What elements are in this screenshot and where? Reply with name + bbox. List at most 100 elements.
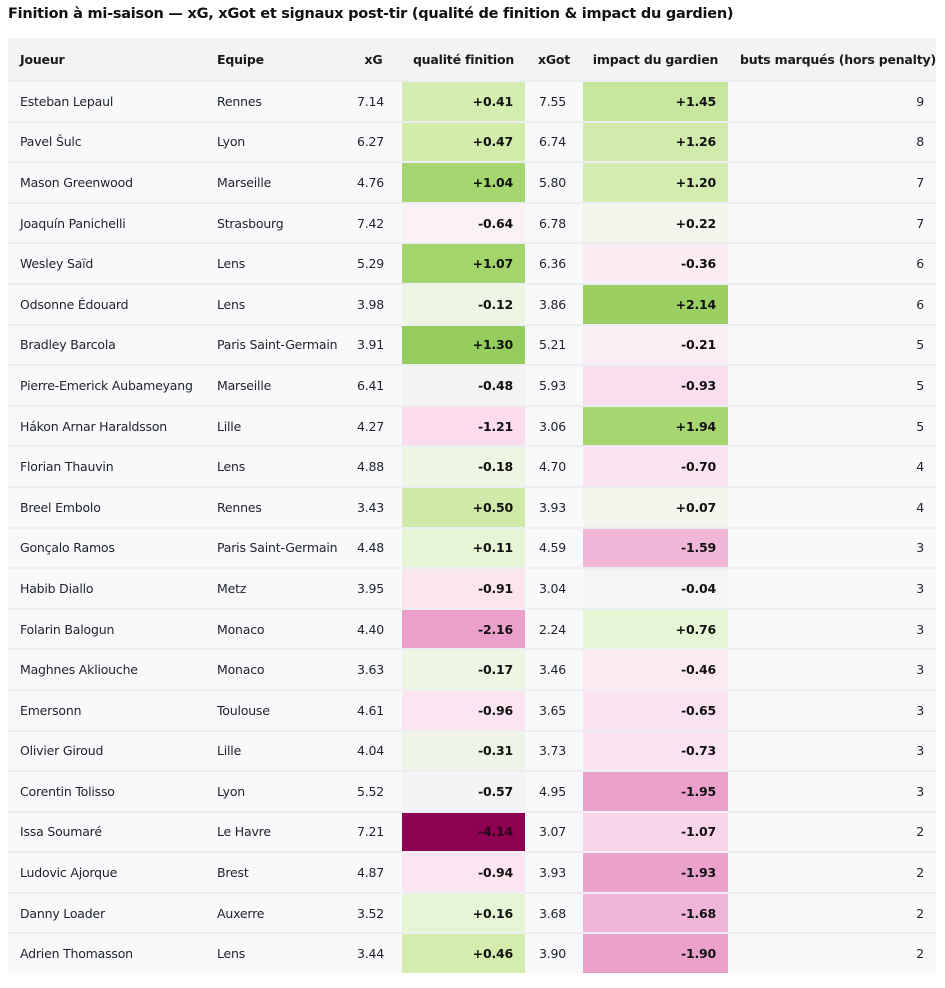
goalkeeper-impact-cell: +0.76: [583, 607, 728, 650]
xg-cell: 4.88: [345, 445, 402, 487]
xg-cell: 5.29: [345, 242, 402, 284]
finishing-quality-cell: -0.18: [402, 445, 525, 487]
xgot-cell: 4.95: [525, 770, 583, 812]
goals-cell: 3: [728, 607, 936, 650]
table-row: Emersonn Toulouse 4.61 -0.96 3.65 -0.65 3: [8, 688, 936, 731]
column-header-equipe[interactable]: Equipe: [205, 38, 345, 81]
table-row: Maghnes Akliouche Monaco 3.63 -0.17 3.46 -0.4…: [8, 648, 936, 690]
goals-cell: 8: [728, 120, 936, 163]
goals-cell: 3: [728, 567, 936, 609]
table-row: Esteban Lepaul Rennes 7.14 +0.41 7.55 +1.45 9: [8, 80, 936, 122]
player-name-cell: Danny Loader: [8, 891, 205, 934]
column-header-xg[interactable]: xG: [345, 38, 402, 81]
goals-cell: 5: [728, 364, 936, 406]
goals-cell: 4: [728, 445, 936, 487]
team-cell: Marseille: [205, 364, 345, 406]
column-header-impact-gardien[interactable]: impact du gardien: [583, 38, 728, 81]
goals-cell: 7: [728, 201, 936, 244]
column-header-xgot[interactable]: xGot: [525, 38, 583, 81]
team-cell: Lens: [205, 932, 345, 974]
table-row: Adrien Thomasson Lens 3.44 +0.46 3.90 -1.90 2: [8, 932, 936, 974]
goals-cell: 2: [728, 851, 936, 893]
goals-cell: 5: [728, 404, 936, 447]
goals-cell: 2: [728, 932, 936, 974]
player-name-cell: Florian Thauvin: [8, 445, 205, 487]
player-name-cell: Ludovic Ajorque: [8, 851, 205, 893]
team-cell: Metz: [205, 567, 345, 609]
goals-cell: 9: [728, 80, 936, 122]
xgot-cell: 4.59: [525, 526, 583, 569]
player-name-cell: Olivier Giroud: [8, 729, 205, 772]
xg-cell: 3.44: [345, 932, 402, 974]
goalkeeper-impact-cell: +2.14: [583, 282, 728, 325]
finishing-quality-cell: -0.57: [402, 770, 525, 812]
xgot-cell: 3.65: [525, 688, 583, 731]
team-cell: Paris Saint-Germain: [205, 323, 345, 366]
xg-cell: 3.63: [345, 648, 402, 690]
xgot-cell: 2.24: [525, 607, 583, 650]
player-name-cell: Adrien Thomasson: [8, 932, 205, 974]
team-cell: Auxerre: [205, 891, 345, 934]
goals-cell: 3: [728, 688, 936, 731]
finishing-table: Joueur Equipe xG qualité finition xGot i…: [8, 38, 936, 974]
xg-cell: 4.87: [345, 851, 402, 893]
goals-cell: 3: [728, 648, 936, 690]
table-header-row: Joueur Equipe xG qualité finition xGot i…: [8, 38, 936, 81]
table-row: Pierre-Emerick Aubameyang Marseille 6.41 -0…: [8, 364, 936, 406]
goals-cell: 2: [728, 891, 936, 934]
goalkeeper-impact-cell: -0.04: [583, 567, 728, 609]
goalkeeper-impact-cell: +0.07: [583, 485, 728, 528]
finishing-quality-cell: -0.31: [402, 729, 525, 772]
goalkeeper-impact-cell: -0.21: [583, 323, 728, 366]
team-cell: Le Havre: [205, 810, 345, 853]
goalkeeper-impact-cell: -0.73: [583, 729, 728, 772]
goals-cell: 6: [728, 282, 936, 325]
column-header-buts[interactable]: buts marqués (hors penalty): [728, 38, 936, 81]
xgot-cell: 4.70: [525, 445, 583, 487]
finishing-quality-cell: -4.14: [402, 810, 525, 853]
player-name-cell: Maghnes Akliouche: [8, 648, 205, 690]
goals-cell: 4: [728, 485, 936, 528]
xgot-cell: 6.74: [525, 120, 583, 163]
goalkeeper-impact-cell: -1.59: [583, 526, 728, 569]
goalkeeper-impact-cell: -0.36: [583, 242, 728, 284]
finishing-quality-cell: -0.48: [402, 364, 525, 406]
goals-cell: 7: [728, 161, 936, 203]
goals-cell: 3: [728, 526, 936, 569]
xgot-cell: 3.06: [525, 404, 583, 447]
column-header-qualite-finition[interactable]: qualité finition: [402, 38, 525, 81]
team-cell: Lille: [205, 729, 345, 772]
finishing-quality-cell: +1.07: [402, 242, 525, 284]
table-row: Joaquín Panichelli Strasbourg 7.42 -0.64 6.7…: [8, 201, 936, 244]
goalkeeper-impact-cell: -1.07: [583, 810, 728, 853]
xg-cell: 7.42: [345, 201, 402, 244]
player-name-cell: Corentin Tolisso: [8, 770, 205, 812]
team-cell: Rennes: [205, 80, 345, 122]
xgot-cell: 6.36: [525, 242, 583, 284]
goalkeeper-impact-cell: -1.90: [583, 932, 728, 974]
finishing-quality-cell: +1.30: [402, 323, 525, 366]
goalkeeper-impact-cell: -1.68: [583, 891, 728, 934]
table-row: Ludovic Ajorque Brest 4.87 -0.94 3.93 -1.93 2: [8, 851, 936, 893]
xg-cell: 3.98: [345, 282, 402, 325]
player-name-cell: Emersonn: [8, 688, 205, 731]
xgot-cell: 3.68: [525, 891, 583, 934]
xg-cell: 4.76: [345, 161, 402, 203]
table-body: Esteban Lepaul Rennes 7.14 +0.41 7.55 +1.45 9 P…: [8, 80, 936, 974]
team-cell: Strasbourg: [205, 201, 345, 244]
goals-cell: 3: [728, 729, 936, 772]
table-row: Bradley Barcola Paris Saint-Germain 3.91 +1…: [8, 323, 936, 366]
player-name-cell: Pierre-Emerick Aubameyang: [8, 364, 205, 406]
column-header-joueur[interactable]: Joueur: [8, 38, 205, 81]
xg-cell: 3.43: [345, 485, 402, 528]
player-name-cell: Pavel Šulc: [8, 120, 205, 163]
xgot-cell: 7.55: [525, 80, 583, 122]
table-row: Florian Thauvin Lens 4.88 -0.18 4.70 -0.70 4: [8, 445, 936, 487]
goalkeeper-impact-cell: +1.94: [583, 404, 728, 447]
finishing-quality-cell: -0.91: [402, 567, 525, 609]
team-cell: Paris Saint-Germain: [205, 526, 345, 569]
finishing-quality-cell: -0.12: [402, 282, 525, 325]
team-cell: Lens: [205, 445, 345, 487]
finishing-quality-cell: -2.16: [402, 607, 525, 650]
finishing-quality-cell: -0.96: [402, 688, 525, 731]
